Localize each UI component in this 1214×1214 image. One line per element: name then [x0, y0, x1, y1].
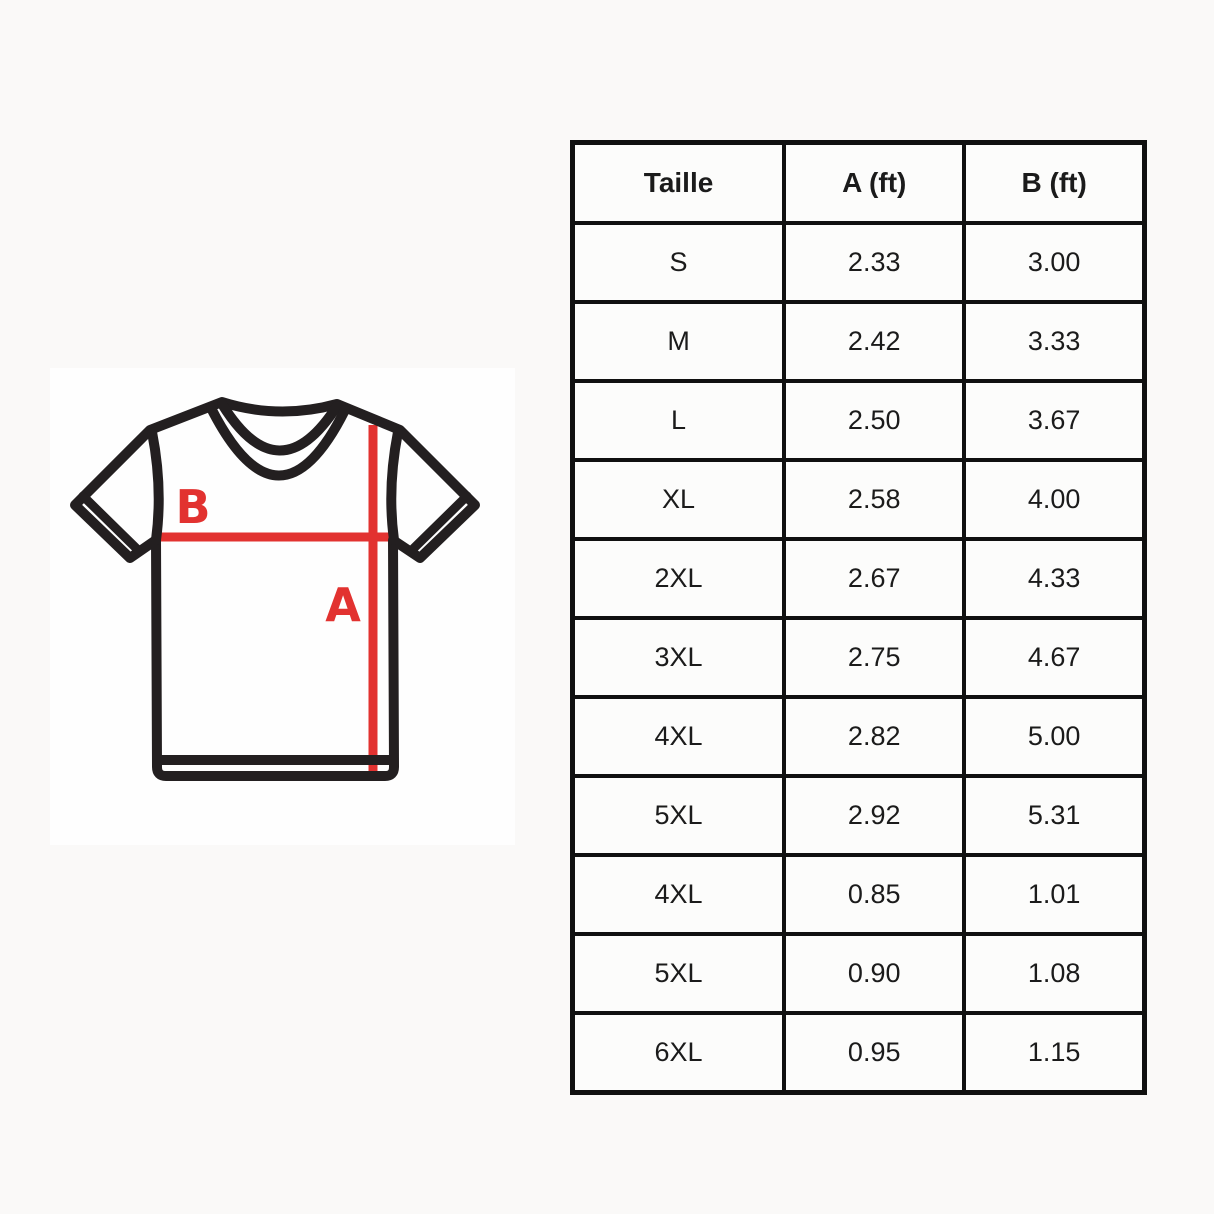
table-row: XL 2.58 4.00 — [570, 458, 1147, 541]
table-row: 5XL 0.90 1.08 — [570, 932, 1147, 1015]
a-value-cell: 0.90 — [782, 932, 967, 1015]
size-table-header: Taille A (ft) B (ft) — [570, 140, 1147, 225]
table-row: S 2.33 3.00 — [570, 221, 1147, 304]
size-cell: 4XL — [570, 695, 787, 778]
col-header-taille: Taille — [570, 140, 787, 225]
size-cell: 6XL — [570, 1011, 787, 1095]
header-row: Taille A (ft) B (ft) — [570, 140, 1147, 225]
b-value-cell: 4.67 — [962, 616, 1147, 699]
table-row: L 2.50 3.67 — [570, 379, 1147, 462]
size-cell: M — [570, 300, 787, 383]
a-value-cell: 2.42 — [782, 300, 967, 383]
size-cell: 5XL — [570, 932, 787, 1015]
b-value-cell: 3.33 — [962, 300, 1147, 383]
a-value-cell: 2.58 — [782, 458, 967, 541]
table-row: 4XL 2.82 5.00 — [570, 695, 1147, 778]
a-value-cell: 2.67 — [782, 537, 967, 620]
a-value-cell: 2.82 — [782, 695, 967, 778]
table-row: 5XL 2.92 5.31 — [570, 774, 1147, 857]
b-value-cell: 1.08 — [962, 932, 1147, 1015]
a-value-cell: 2.50 — [782, 379, 967, 462]
a-value-cell: 2.75 — [782, 616, 967, 699]
tshirt-right-armhole-seam — [386, 427, 403, 545]
a-value-cell: 2.92 — [782, 774, 967, 857]
size-cell: L — [570, 379, 787, 462]
size-cell: 3XL — [570, 616, 787, 699]
measurement-label-a: A — [325, 578, 361, 632]
size-cell: S — [570, 221, 787, 304]
size-cell: 4XL — [570, 853, 787, 936]
col-header-b-ft: B (ft) — [962, 140, 1147, 225]
size-table: Taille A (ft) B (ft) S 2.33 3.00 M 2.42 3.33 L… — [570, 140, 1147, 1095]
b-value-cell: 5.00 — [962, 695, 1147, 778]
tshirt-left-cuff-line — [78, 491, 142, 554]
tshirt-right-cuff-line — [408, 491, 472, 554]
size-table-body: S 2.33 3.00 M 2.42 3.33 L 2.50 3.67 XL 2.58 4.00 2XL… — [570, 221, 1147, 1095]
size-cell: 5XL — [570, 774, 787, 857]
measurement-label-b: B — [175, 480, 210, 534]
a-value-cell: 0.85 — [782, 853, 967, 936]
a-value-cell: 2.33 — [782, 221, 967, 304]
col-header-a-ft: A (ft) — [782, 140, 967, 225]
table-row: M 2.42 3.33 — [570, 300, 1147, 383]
tshirt-body-outline — [70, 397, 480, 781]
tshirt-measurement-diagram: B A — [50, 368, 515, 845]
b-value-cell: 5.31 — [962, 774, 1147, 857]
tshirt-left-armhole-seam — [147, 427, 164, 545]
tshirt-icon: B A — [70, 397, 480, 781]
tshirt-collar-inner-arc — [217, 399, 342, 456]
table-row: 6XL 0.95 1.15 — [570, 1011, 1147, 1095]
b-value-cell: 1.01 — [962, 853, 1147, 936]
b-value-cell: 4.00 — [962, 458, 1147, 541]
size-cell: XL — [570, 458, 787, 541]
table-row: 4XL 0.85 1.01 — [570, 853, 1147, 936]
size-cell: 2XL — [570, 537, 787, 620]
tshirt-collar-outer-arc — [206, 403, 350, 481]
b-value-cell: 3.00 — [962, 221, 1147, 304]
b-value-cell: 3.67 — [962, 379, 1147, 462]
table-row: 2XL 2.67 4.33 — [570, 537, 1147, 620]
table-row: 3XL 2.75 4.67 — [570, 616, 1147, 699]
b-value-cell: 1.15 — [962, 1011, 1147, 1095]
a-value-cell: 0.95 — [782, 1011, 967, 1095]
b-value-cell: 4.33 — [962, 537, 1147, 620]
